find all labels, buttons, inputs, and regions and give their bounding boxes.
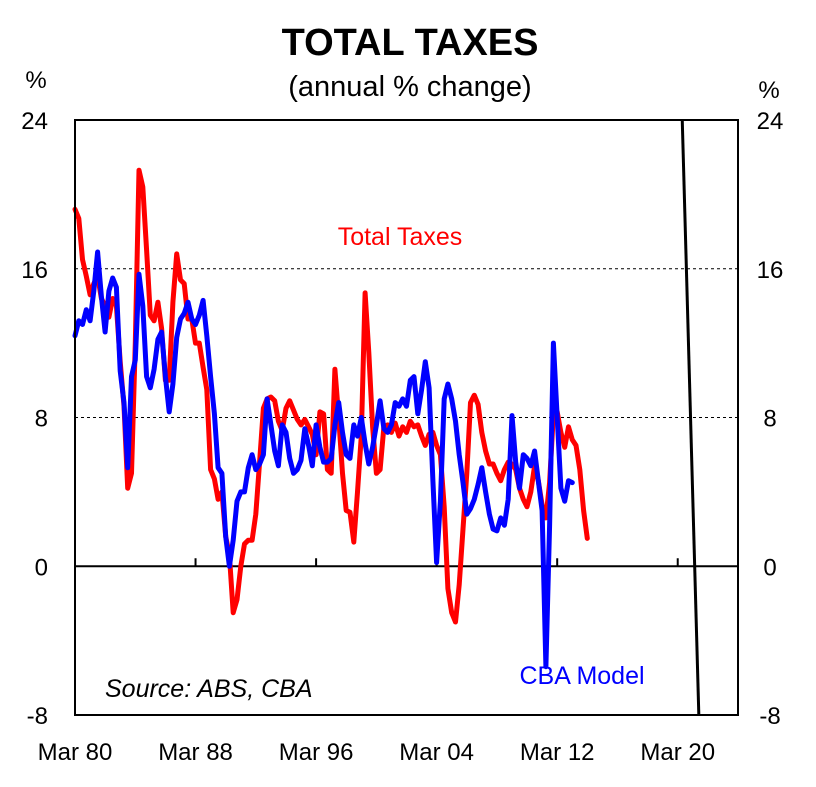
chart-title: TOTAL TAXES <box>282 22 539 64</box>
y-tick-left-1: 16 <box>21 257 48 284</box>
y-tick-right-2: 8 <box>763 406 776 433</box>
series-line-total-taxes <box>72 167 590 625</box>
y-unit-left: % <box>25 67 46 94</box>
x-tick-label-4: Mar 12 <box>520 739 595 766</box>
y-tick-right-4: -8 <box>759 703 780 730</box>
y-tick-left-2: 8 <box>35 406 48 433</box>
y-unit-right: % <box>758 77 779 104</box>
x-tick-label-1: Mar 88 <box>158 739 233 766</box>
source-note: Source: ABS, CBA <box>105 675 313 703</box>
series-line-cba-model <box>72 249 575 670</box>
series-group <box>72 167 590 670</box>
x-tick-label-5: Mar 20 <box>640 739 715 766</box>
x-tick-label-2: Mar 96 <box>279 739 354 766</box>
y-ticks-right: 24 16 8 0 -8 <box>757 108 784 730</box>
y-tick-left-4: -8 <box>27 703 48 730</box>
y-tick-right-3: 0 <box>763 554 776 581</box>
y-ticks-left: 24 16 8 0 -8 <box>21 108 48 730</box>
y-tick-right-1: 16 <box>757 257 784 284</box>
y-tick-left-3: 0 <box>35 554 48 581</box>
vertical-marker-group <box>680 119 701 716</box>
x-tick-label-0: Mar 80 <box>38 739 113 766</box>
y-tick-right-0: 24 <box>757 108 784 135</box>
total-taxes-label: Total Taxes <box>338 223 463 251</box>
plot-frame <box>74 119 739 716</box>
x-tick-label-3: Mar 04 <box>399 739 474 766</box>
gridlines <box>75 268 738 418</box>
y-tick-left-0: 24 <box>21 108 48 135</box>
x-tick-labels: Mar 80 Mar 88 Mar 96 Mar 04 Mar 12 Mar 20 <box>38 739 715 766</box>
cba-model-label: CBA Model <box>519 662 644 690</box>
vertical-marker-line <box>680 119 701 716</box>
chart-subtitle: (annual % change) <box>288 71 531 103</box>
